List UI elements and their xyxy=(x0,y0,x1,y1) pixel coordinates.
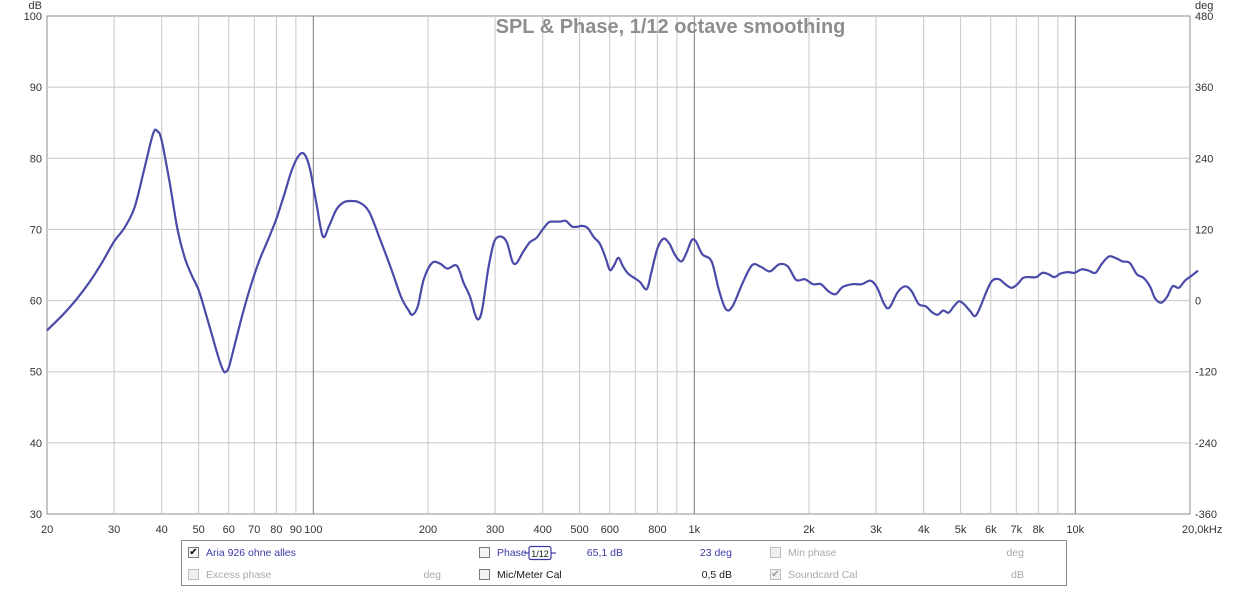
excess-phase-checkbox[interactable] xyxy=(188,569,199,580)
legend-row: Excess phase deg Mic/Meter Cal 0,5 dB ✔ … xyxy=(182,564,1066,586)
mic-meter-cal-value: 0,5 dB xyxy=(701,569,732,581)
x-tick-label: 10k xyxy=(1066,524,1084,536)
min-phase-checkbox[interactable] xyxy=(770,547,781,558)
mic-meter-cal-checkbox[interactable] xyxy=(479,569,490,580)
x-tick-label: 90 xyxy=(290,524,302,536)
legend-panel: ✔ Aria 926 ohne alles 1/12 65,1 dB Phase… xyxy=(181,540,1067,586)
phase-value: 23 deg xyxy=(699,547,732,559)
phase-label: Phase xyxy=(497,547,527,559)
series-line xyxy=(46,128,1199,374)
y-unit-right: deg xyxy=(1195,0,1213,12)
x-tick-label: 1k xyxy=(688,524,700,536)
y-tick-label-right: 120 xyxy=(1195,224,1213,236)
series-checkbox[interactable]: ✔ xyxy=(188,547,199,558)
soundcard-cal-label: Soundcard Cal xyxy=(788,569,858,581)
soundcard-cal-checkbox[interactable]: ✔ xyxy=(770,569,781,580)
y-tick-label-right: -240 xyxy=(1195,438,1217,450)
y-unit-left: dB xyxy=(29,0,42,12)
plot-area xyxy=(46,15,1191,515)
y-tick-label-left: 80 xyxy=(30,153,42,165)
x-tick-label: 40 xyxy=(156,524,168,536)
x-tick-label: 50 xyxy=(192,524,204,536)
spl-phase-chart: 30405060708090100-360-240-12001202403604… xyxy=(24,0,1223,536)
x-tick-label: 7k xyxy=(1010,524,1022,536)
legend-row: ✔ Aria 926 ohne alles 1/12 65,1 dB Phase… xyxy=(182,542,1066,564)
x-tick-label: 600 xyxy=(601,524,619,536)
x-tick-label: 500 xyxy=(570,524,588,536)
x-tick-label: 30 xyxy=(108,524,120,536)
y-tick-label-left: 50 xyxy=(30,367,42,379)
y-tick-label-right: 0 xyxy=(1195,296,1201,308)
x-tick-label: 2k xyxy=(803,524,815,536)
x-tick-label: 20 xyxy=(41,524,53,536)
soundcard-cal-value: dB xyxy=(1011,569,1024,581)
excess-phase-value: deg xyxy=(423,569,441,581)
y-tick-label-left: 30 xyxy=(30,509,42,521)
x-tick-label: 80 xyxy=(270,524,282,536)
chart-title: SPL & Phase, 1/12 octave smoothing xyxy=(496,16,846,38)
x-tick-label: 300 xyxy=(486,524,504,536)
mic-meter-cal-label: Mic/Meter Cal xyxy=(497,569,562,581)
y-tick-label-right: 240 xyxy=(1195,153,1213,165)
x-tick-label: 5k xyxy=(955,524,967,536)
x-tick-label: 20,0kHz xyxy=(1182,524,1222,536)
min-phase-label: Min phase xyxy=(788,547,837,559)
y-tick-label-left: 90 xyxy=(30,82,42,94)
smoothing-icon[interactable]: 1/12 xyxy=(524,545,556,561)
min-phase-value: deg xyxy=(1006,547,1024,559)
x-tick-label: 70 xyxy=(248,524,260,536)
y-tick-label-left: 100 xyxy=(24,11,42,23)
smoothing-label: 1/12 xyxy=(531,549,549,559)
excess-phase-label: Excess phase xyxy=(206,569,272,581)
y-tick-label-right: -360 xyxy=(1195,509,1217,521)
x-tick-label: 100 xyxy=(304,524,322,536)
x-tick-label: 800 xyxy=(648,524,666,536)
y-tick-label-left: 60 xyxy=(30,296,42,308)
y-tick-label-right: 360 xyxy=(1195,82,1213,94)
x-tick-label: 400 xyxy=(534,524,552,536)
y-tick-label-right: 480 xyxy=(1195,11,1213,23)
x-tick-label: 8k xyxy=(1033,524,1045,536)
phase-checkbox[interactable] xyxy=(479,547,490,558)
y-tick-label-left: 40 xyxy=(30,438,42,450)
x-tick-label: 200 xyxy=(419,524,437,536)
y-tick-label-left: 70 xyxy=(30,224,42,236)
series-value: 65,1 dB xyxy=(586,547,623,559)
x-tick-label: 6k xyxy=(985,524,997,536)
y-tick-label-right: -120 xyxy=(1195,367,1217,379)
series-label: Aria 926 ohne alles xyxy=(206,547,296,559)
x-tick-label: 4k xyxy=(918,524,930,536)
x-tick-label: 3k xyxy=(870,524,882,536)
x-tick-label: 60 xyxy=(223,524,235,536)
